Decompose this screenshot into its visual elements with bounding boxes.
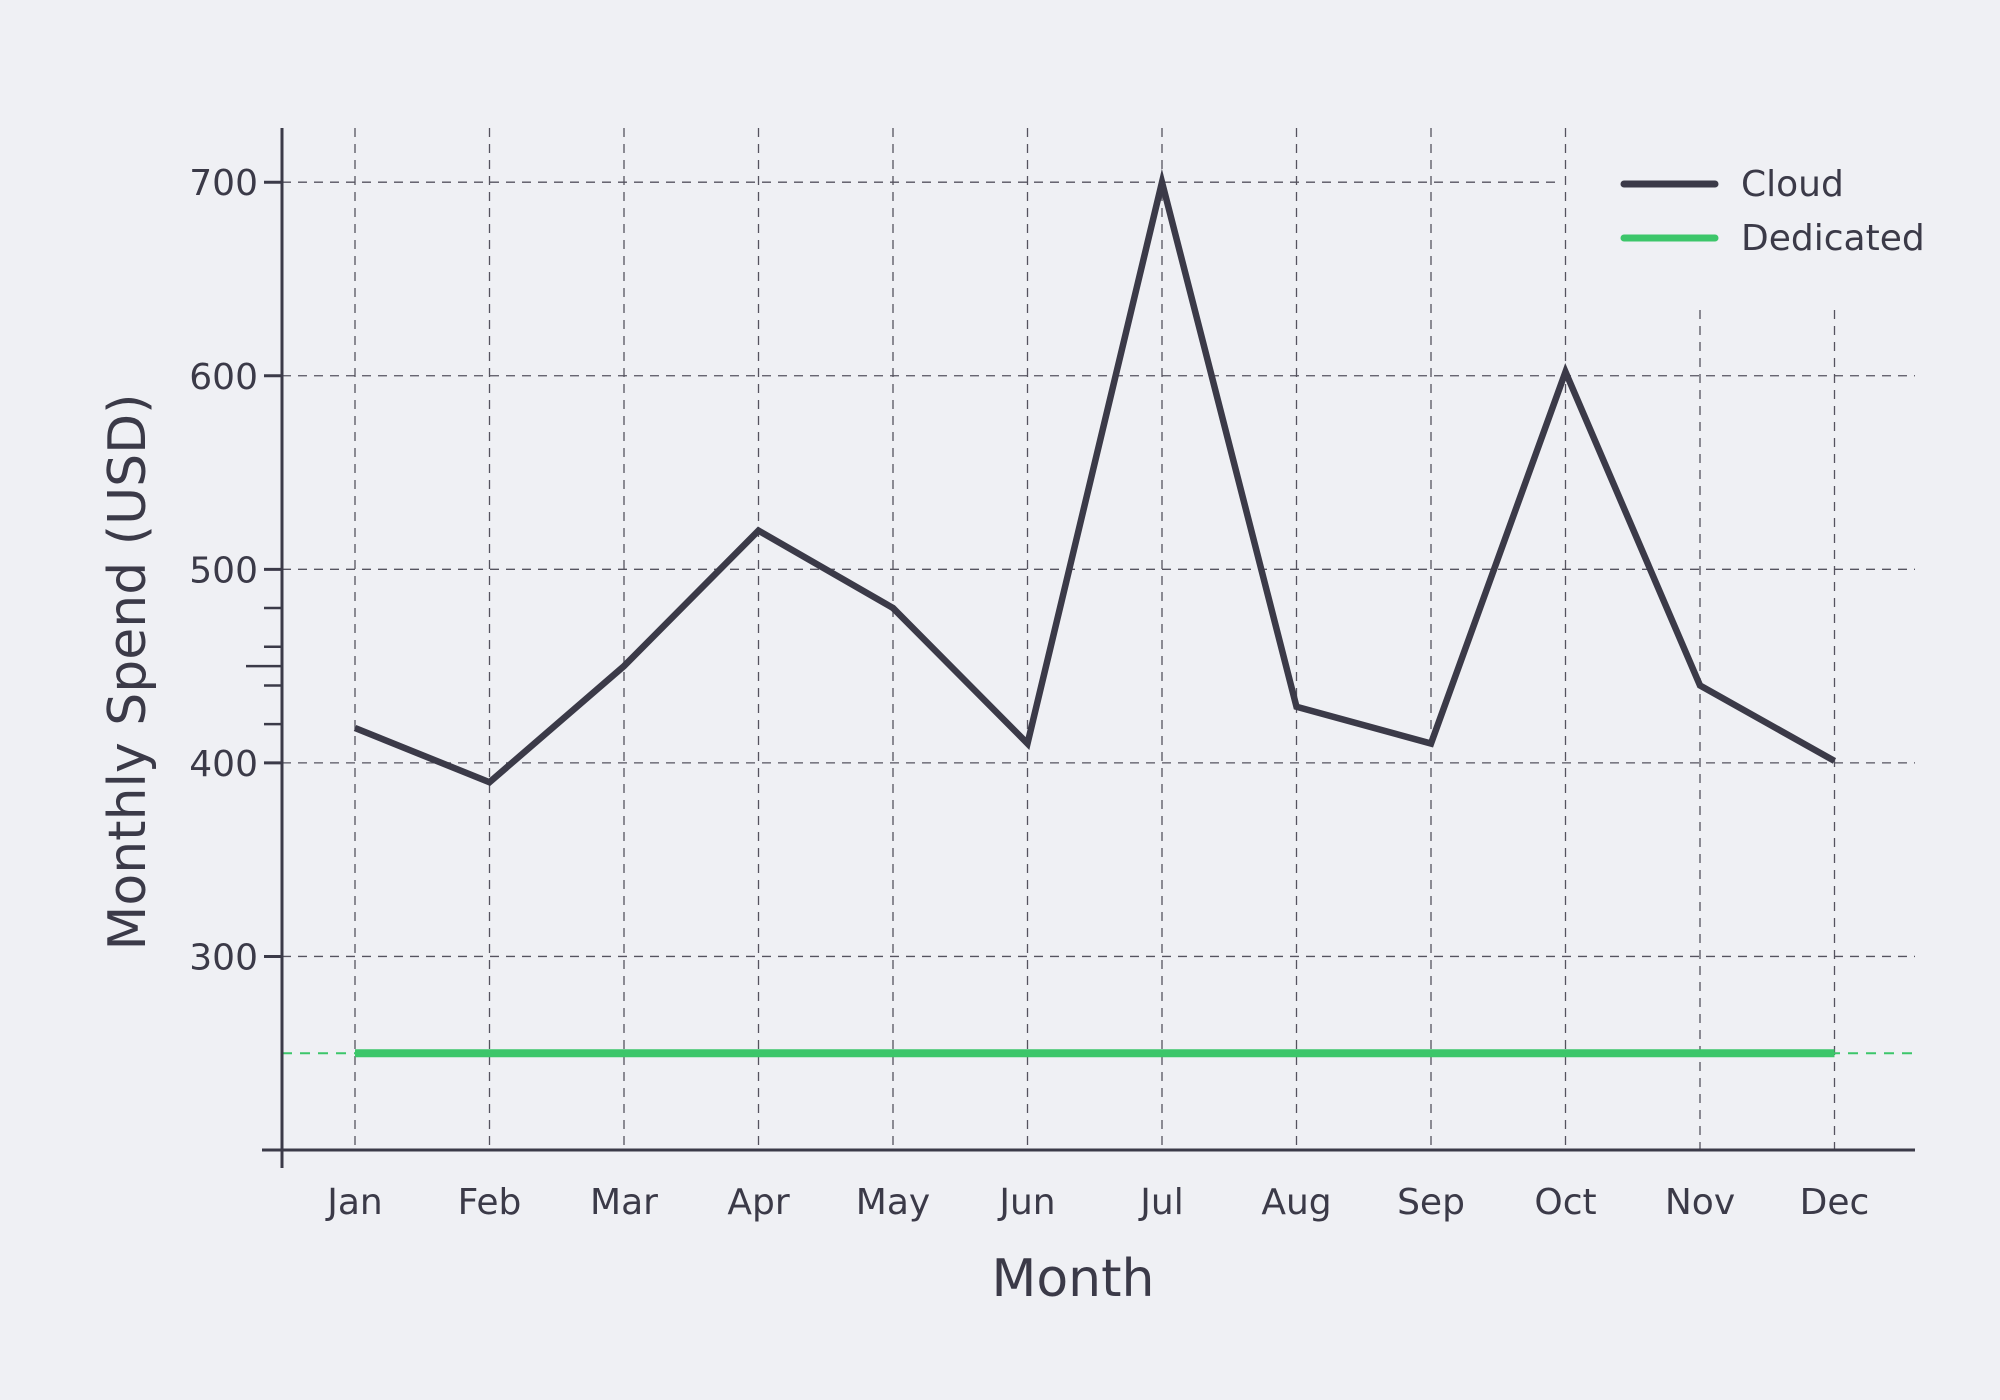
legend-label: Dedicated	[1741, 218, 1925, 259]
legend: Cloud Dedicated	[1620, 164, 1925, 259]
x-tick-label: Dec	[1800, 1182, 1870, 1223]
y-tick-label: 400	[189, 744, 258, 785]
x-tick-label: Mar	[590, 1182, 658, 1223]
x-tick-label: Jan	[325, 1182, 383, 1223]
grid-layer	[282, 128, 1915, 1150]
x-tick-label: Feb	[458, 1182, 522, 1223]
series-layer	[353, 168, 1837, 1058]
axes-layer: 300 400 500 600 700 Jan Feb Mar Apr May Jun Jul Aug S…	[189, 128, 1915, 1223]
series-line-cloud	[353, 168, 1837, 786]
y-tick-label: 600	[189, 357, 258, 398]
x-tick-label: Apr	[727, 1182, 789, 1223]
x-tick-label: Oct	[1534, 1182, 1596, 1223]
x-tick-label: Nov	[1665, 1182, 1735, 1223]
y-tick-label: 700	[189, 163, 258, 204]
x-tick-label: Jun	[997, 1182, 1055, 1223]
x-tick-label: Aug	[1261, 1182, 1331, 1223]
y-tick-label: 300	[189, 937, 258, 978]
legend-label: Cloud	[1741, 164, 1844, 205]
x-tick-label: Jul	[1138, 1182, 1183, 1223]
x-tick-label: May	[856, 1182, 930, 1223]
x-tick-label: Sep	[1397, 1182, 1465, 1223]
y-axis-title: Monthly Spend (USD)	[98, 394, 158, 951]
x-axis-title: Month	[992, 1249, 1155, 1309]
y-tick-label: 500	[189, 550, 258, 591]
